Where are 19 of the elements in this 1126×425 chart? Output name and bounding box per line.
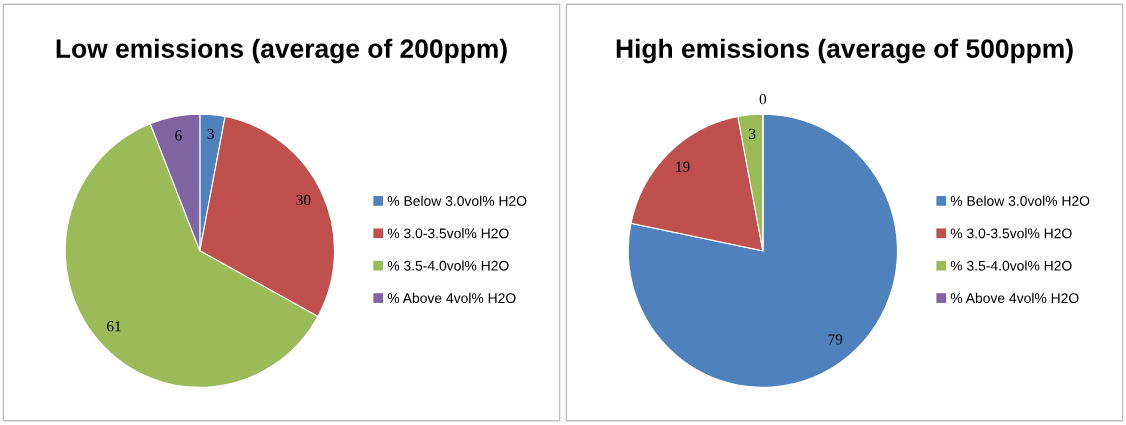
legend-label: % Above 4vol% H2O — [387, 292, 516, 304]
legend-label: % 3.0-3.5vol% H2O — [950, 228, 1072, 239]
pie-slice — [627, 113, 899, 388]
data-label: 61 — [107, 321, 121, 332]
legend-label: % 3.0-3.5vol% H2O — [387, 228, 509, 239]
legend-label: % 3.5-4.0vol% H2O — [950, 260, 1072, 271]
chart-title: High emissions (average of 500ppm) — [616, 38, 1073, 64]
legend-label: % Below 3.0vol% H2O — [950, 195, 1090, 206]
data-label: 3 — [207, 128, 214, 139]
legend-label: % Above 4vol% H2O — [950, 292, 1079, 304]
legend-label: % 3.5-4.0vol% H2O — [387, 260, 509, 271]
legend-label: % Below 3.0vol% H2O — [387, 195, 527, 206]
data-label: 3 — [749, 128, 756, 139]
data-label: 6 — [175, 130, 182, 141]
text: 0 — [759, 94, 767, 105]
chart-title: Low emissions (average of 200ppm) — [56, 38, 507, 64]
data-label: 79 — [828, 334, 843, 345]
data-label: 30 — [296, 194, 311, 206]
data-label: 19 — [676, 161, 690, 172]
